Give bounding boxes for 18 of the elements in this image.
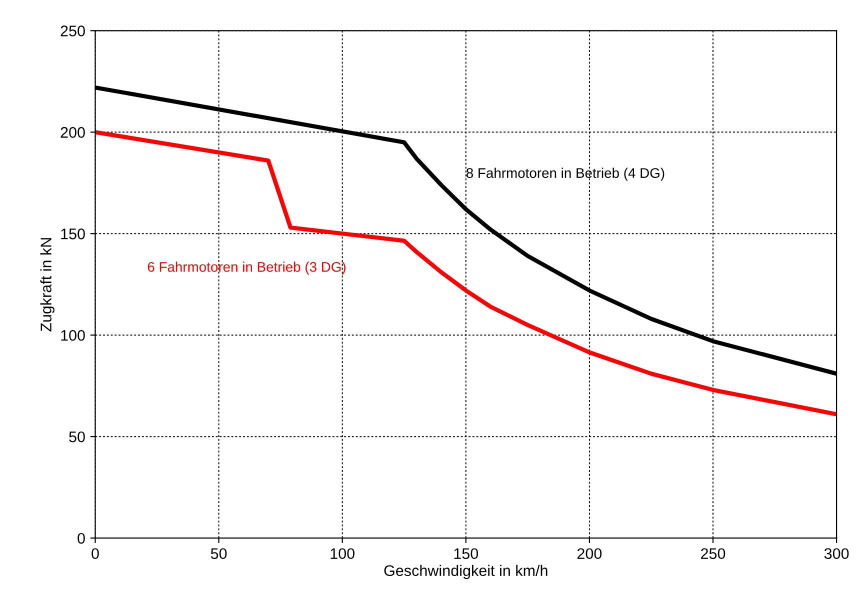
y-tick-label: 150 xyxy=(61,228,85,240)
x-tick-label: 50 xyxy=(210,548,227,560)
x-tick-label: 250 xyxy=(701,548,726,560)
x-axis-title: Geschwindigkeit in km/h xyxy=(384,564,548,580)
series-label: 6 Fahrmotoren in Betrieb (3 DG) xyxy=(148,262,346,275)
x-tick-label: 300 xyxy=(824,548,849,560)
series-label: 8 Fahrmotoren in Betrieb (4 DG) xyxy=(466,168,664,181)
x-tick-label: 200 xyxy=(577,548,602,560)
x-tick-label: 0 xyxy=(92,548,99,560)
y-tick-label: 250 xyxy=(60,26,85,36)
y-tick-label: 50 xyxy=(69,431,85,442)
x-tick-label: 150 xyxy=(454,548,478,560)
y-axis-title: Zugkraft in kN xyxy=(40,238,54,332)
x-tick-label: 100 xyxy=(330,548,354,560)
y-tick-label: 200 xyxy=(60,127,85,138)
y-tick-label: 100 xyxy=(61,330,85,341)
line-series xyxy=(95,130,837,416)
y-tick-label: 0 xyxy=(78,532,85,544)
